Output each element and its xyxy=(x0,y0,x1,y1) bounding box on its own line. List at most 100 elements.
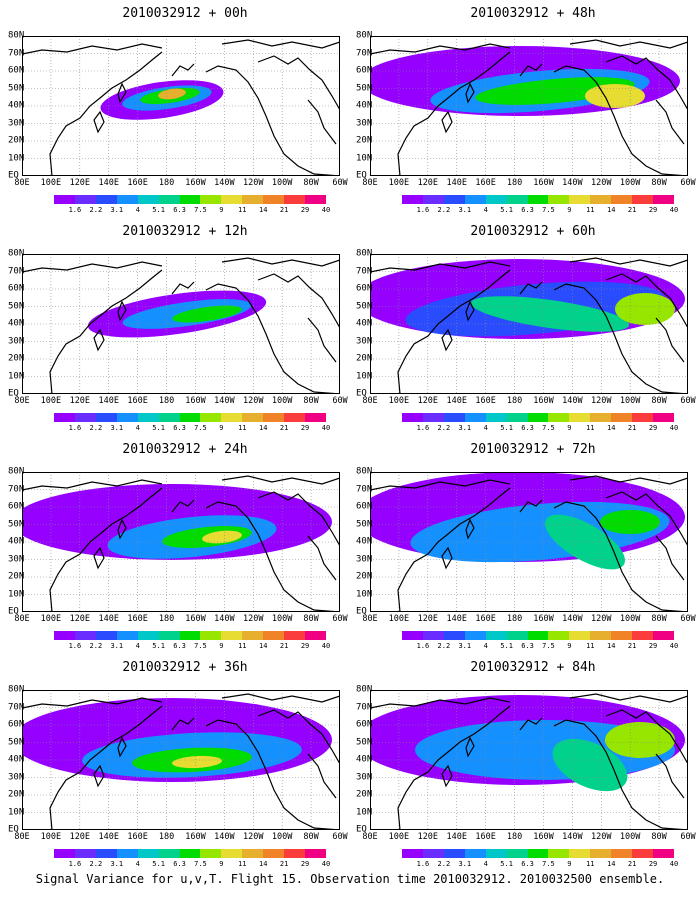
colorbar-label: 1.6 xyxy=(68,206,82,214)
colorbar-label: 11 xyxy=(586,860,595,868)
colorbar-swatch xyxy=(221,849,243,858)
colorbar-label: 3.1 xyxy=(110,424,124,432)
colorbar-label: 4 xyxy=(135,424,140,432)
lon-tick-label: 100W xyxy=(271,832,293,842)
colorbar-label: 4 xyxy=(483,424,488,432)
colorbar-swatch xyxy=(464,195,486,204)
colorbar-swatch xyxy=(95,631,117,640)
colorbar-swatch xyxy=(464,413,486,422)
latitude-axis: 80N 70N 60N 50N 40N 30N 20N 10N EQ xyxy=(8,467,25,616)
colorbar-label: 9 xyxy=(219,642,224,650)
lat-tick-label: 80N xyxy=(356,684,373,695)
colorbar-swatch xyxy=(74,849,96,858)
colorbar-label: 9 xyxy=(219,860,224,868)
colorbar-label: 1.6 xyxy=(416,206,430,214)
lon-tick-label: 100W xyxy=(271,178,293,188)
colorbar-swatch xyxy=(95,195,117,204)
colorbar-label: 11 xyxy=(586,424,595,432)
colorbar-label: 7.5 xyxy=(542,424,555,432)
colorbar-swatch xyxy=(54,195,75,204)
lat-tick-label: EQ xyxy=(8,824,19,835)
coastline xyxy=(519,63,543,77)
coastline xyxy=(605,273,688,329)
lon-tick-label: 160W xyxy=(533,178,554,188)
colorbar-swatch xyxy=(506,849,528,858)
lon-tick-label: 160W xyxy=(185,614,206,624)
colorbar-swatch xyxy=(443,413,465,422)
lon-tick-label: 80E xyxy=(14,832,30,842)
lon-tick-label: 100W xyxy=(619,614,641,624)
lat-tick-label: 20N xyxy=(356,789,373,800)
lat-tick-label: 20N xyxy=(8,135,25,146)
colorbar-label: 5.1 xyxy=(152,206,165,214)
lat-tick-label: 30N xyxy=(356,336,373,346)
lon-tick-label: 120W xyxy=(243,832,264,842)
variance-map xyxy=(22,36,340,176)
colorbar-swatch xyxy=(422,849,444,858)
colorbar-swatch xyxy=(653,195,674,204)
colorbar-label: 3.1 xyxy=(110,642,124,650)
lon-tick-label: 120W xyxy=(591,178,612,188)
colorbar-swatch xyxy=(95,849,117,858)
colorbar-swatch xyxy=(200,631,222,640)
colorbar-label: 14 xyxy=(259,860,268,868)
lon-tick-label: 60W xyxy=(680,832,696,842)
lon-tick-label: 140W xyxy=(562,396,583,406)
lat-tick-label: 30N xyxy=(8,118,25,128)
colorbar-label: 11 xyxy=(238,860,247,868)
lat-tick-label: 20N xyxy=(8,571,25,582)
colorbar-swatch xyxy=(74,195,96,204)
colorbar-label: 1.6 xyxy=(68,424,82,432)
colorbar-swatch xyxy=(158,849,180,858)
coastline xyxy=(370,43,511,55)
colorbar-label: 3.1 xyxy=(458,424,472,432)
lon-tick-label: 80W xyxy=(303,614,319,624)
colorbar-swatch xyxy=(569,195,591,204)
lon-tick-label: 120W xyxy=(243,614,264,624)
lat-tick-label: 60N xyxy=(356,501,373,512)
lat-tick-label: 30N xyxy=(356,118,373,128)
variance-contour-3 xyxy=(615,293,675,325)
lon-tick-label: 180 xyxy=(506,614,523,624)
colorbar-swatch xyxy=(158,195,180,204)
colorbar-label: 9 xyxy=(219,424,224,432)
colorbar-swatch xyxy=(653,849,674,858)
coastline xyxy=(22,43,163,55)
lon-tick-label: 60W xyxy=(332,832,348,842)
colorbar xyxy=(402,631,674,640)
lat-tick-label: EQ xyxy=(356,388,367,399)
lon-tick-label: 100E xyxy=(388,614,410,624)
colorbar-swatch xyxy=(485,413,507,422)
lon-tick-label: 180 xyxy=(158,614,175,624)
colorbar-swatch xyxy=(305,631,326,640)
coastline xyxy=(465,518,475,540)
longitude-axis: 80E 100E 120E 140E 160E 180 160W 140W 120W 100W 80… xyxy=(14,832,347,842)
coastline xyxy=(441,328,453,352)
coastline xyxy=(605,55,688,111)
colorbar-swatch xyxy=(527,195,549,204)
lat-tick-label: 60N xyxy=(356,283,373,294)
variance-map xyxy=(22,472,340,612)
colorbar-label: 2.2 xyxy=(437,860,451,868)
colorbar-swatch xyxy=(485,631,507,640)
lon-tick-label: 140W xyxy=(562,178,583,188)
coastline xyxy=(205,501,340,612)
lat-tick-label: 40N xyxy=(8,754,25,765)
panel-title: 2010032912 + 60h xyxy=(470,224,596,239)
colorbar-label: 21 xyxy=(279,206,289,214)
longitude-axis: 80E 100E 120E 140E 160E 180 160W 140W 120W 100W 80… xyxy=(362,396,695,406)
lon-tick-label: 80W xyxy=(651,832,667,842)
colorbar-swatch xyxy=(116,631,138,640)
colorbar-labels: 1.6 2.2 3.1 4 5.1 6.3 7.5 9 11 14 21 29 40 xyxy=(54,642,331,650)
colorbar-label: 21 xyxy=(627,206,637,214)
variance-contour-2 xyxy=(545,514,625,570)
colorbar-label: 11 xyxy=(238,424,247,432)
coastline xyxy=(370,697,511,709)
colorbar-labels: 1.6 2.2 3.1 4 5.1 6.3 7.5 9 11 14 21 29 40 xyxy=(54,860,331,868)
colorbar-label: 7.5 xyxy=(194,424,207,432)
colorbar-swatch xyxy=(527,413,549,422)
colorbar-swatch xyxy=(590,849,612,858)
colorbar xyxy=(54,631,326,640)
colorbar-swatch xyxy=(422,413,444,422)
map-panel-24h: 2010032912 + 24h 80N 70N 60N 50N 40N 30N 20N 10N… xyxy=(8,436,360,654)
